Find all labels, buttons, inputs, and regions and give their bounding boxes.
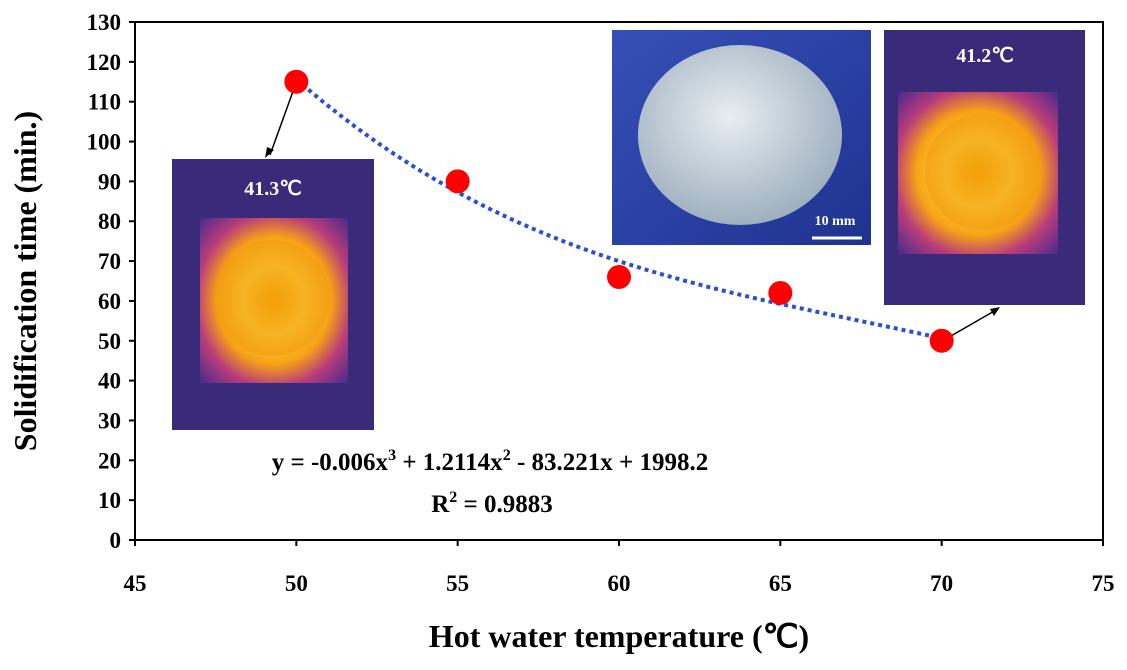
y-tick-label: 80	[98, 209, 121, 234]
y-tick-label: 70	[98, 249, 121, 274]
eq-part: - 83.221x + 1998.2	[511, 449, 709, 476]
r2-sup: 2	[449, 489, 457, 506]
y-tick-label: 120	[87, 50, 122, 75]
y-tick-label: 100	[87, 130, 122, 155]
y-tick-label: 110	[88, 90, 121, 115]
thermal-ring	[214, 240, 330, 356]
eq-part: y = -0.006x	[272, 449, 389, 476]
y-tick-label: 10	[98, 488, 121, 513]
data-point	[930, 329, 954, 353]
eq-sup: 2	[503, 447, 511, 464]
r-squared: R2 = 0.9883	[431, 489, 553, 518]
data-point	[607, 265, 631, 289]
y-tick-label: 30	[98, 408, 121, 433]
y-tick-label: 130	[87, 10, 122, 35]
thermal-ring	[925, 114, 1041, 230]
r2-part: R	[431, 491, 450, 518]
eq-part: + 1.2114x	[396, 449, 503, 476]
inset-label: 41.3℃	[244, 178, 301, 200]
data-point	[768, 281, 792, 305]
x-axis-title: Hot water temperature (℃)	[429, 618, 809, 654]
x-tick-label: 45	[124, 571, 147, 596]
scale-label: 10 mm	[815, 214, 856, 229]
x-tick-label: 70	[930, 571, 953, 596]
inset-label: 41.2℃	[956, 45, 1013, 67]
y-tick-label: 40	[98, 369, 121, 394]
y-tick-label: 50	[98, 329, 121, 354]
data-point	[284, 70, 308, 94]
arrowhead	[990, 307, 1000, 316]
dome	[638, 45, 842, 225]
x-tick-label: 55	[446, 571, 469, 596]
data-point	[446, 169, 470, 193]
y-tick-label: 60	[98, 289, 121, 314]
r2-part: = 0.9883	[457, 491, 553, 518]
x-tick-label: 75	[1092, 571, 1115, 596]
y-axis-title: Solidification time (min.)	[7, 111, 43, 451]
eq-sup: 3	[388, 447, 396, 464]
x-tick-label: 50	[285, 571, 308, 596]
y-tick-label: 90	[98, 169, 121, 194]
equation: y = -0.006x3 + 1.2114x2 - 83.221x + 1998…	[272, 447, 709, 476]
arrow	[270, 83, 296, 155]
x-tick-label: 65	[769, 571, 792, 596]
y-tick-label: 0	[110, 528, 122, 553]
y-tick-label: 20	[98, 448, 121, 473]
chart: 41.3℃ 10 mm 41.2℃ y = -0.006x3 + 1.2114x…	[0, 0, 1127, 665]
x-tick-label: 60	[608, 571, 631, 596]
